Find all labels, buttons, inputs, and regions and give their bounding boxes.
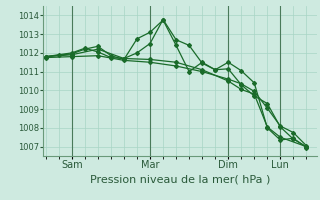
X-axis label: Pression niveau de la mer( hPa ): Pression niveau de la mer( hPa ) <box>90 174 270 184</box>
